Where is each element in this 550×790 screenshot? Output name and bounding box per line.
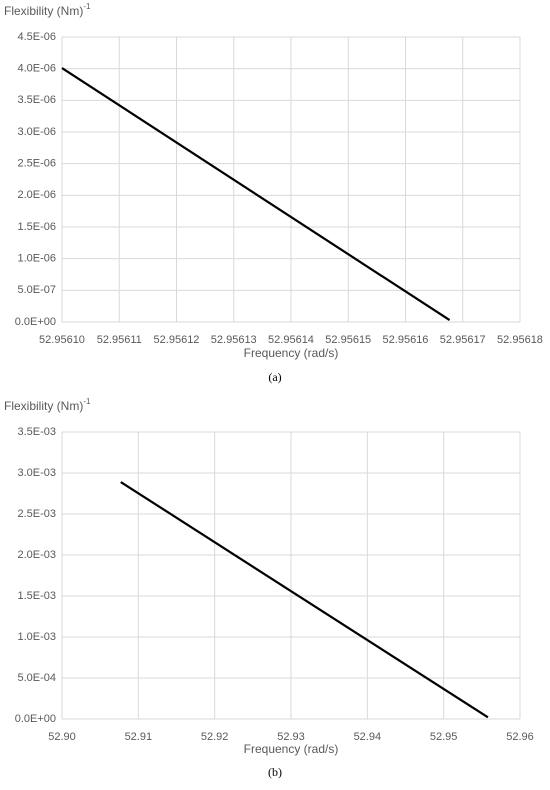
x-tick-label: 52.95616 [383,334,429,346]
x-tick-label: 52.93 [277,731,305,743]
y-tick-label: 1.5E-06 [17,221,56,233]
y-tick-label: 2.0E-03 [17,549,56,561]
y-axis-label-superscript: -1 [83,2,91,11]
y-tick-label: 3.0E-03 [17,467,56,479]
x-tick-label: 52.94 [354,731,382,743]
y-tick-label: 5.0E-04 [17,672,56,684]
data-line [61,67,451,322]
x-tick-label: 52.90 [48,731,76,743]
x-tick-label: 52.95613 [211,334,257,346]
y-tick-label: 3.0E-06 [17,126,56,138]
y-tick-label: 1.0E-06 [17,253,56,265]
y-tick-label: 4.5E-06 [17,31,56,43]
y-tick-label: 2.5E-06 [17,158,56,170]
x-tick-label: 52.95 [430,731,458,743]
y-tick-label: 4.0E-06 [17,63,56,75]
x-tick-label: 52.95615 [325,334,371,346]
x-tick-label: 52.95618 [497,334,543,346]
y-tick-label: 2.5E-03 [17,508,56,520]
y-tick-label: 0.0E+00 [15,713,56,725]
x-tick-label: 52.92 [201,731,229,743]
y-axis-label: Flexibility (Nm)-1 [4,397,91,413]
x-tick-label: 52.95610 [39,334,85,346]
y-tick-label: 5.0E-07 [17,284,56,296]
y-tick-label: 3.5E-06 [17,94,56,106]
y-tick-label: 1.5E-03 [17,590,56,602]
x-tick-label: 52.95611 [97,334,142,346]
x-axis-label: Frequency (rad/s) [244,742,339,756]
data-line [120,481,489,719]
x-tick-label: 52.95617 [440,334,486,346]
y-axis-label-text: Flexibility (Nm) [4,4,83,18]
x-tick-label: 52.95614 [268,334,314,346]
x-tick-label: 52.91 [125,731,153,743]
x-tick-label: 52.96 [506,731,534,743]
y-tick-label: 2.0E-06 [17,189,56,201]
x-axis-label: Frequency (rad/s) [244,346,339,360]
caption: (b) [268,765,282,779]
y-tick-label: 0.0E+00 [15,316,56,328]
y-tick-label: 3.5E-03 [17,426,56,438]
y-tick-label: 1.0E-03 [17,631,56,643]
caption: (a) [268,370,281,384]
y-axis-label: Flexibility (Nm)-1 [4,2,91,18]
y-axis-label-superscript: -1 [83,397,91,406]
x-tick-label: 52.95612 [154,334,200,346]
y-axis-label-text: Flexibility (Nm) [4,399,83,413]
